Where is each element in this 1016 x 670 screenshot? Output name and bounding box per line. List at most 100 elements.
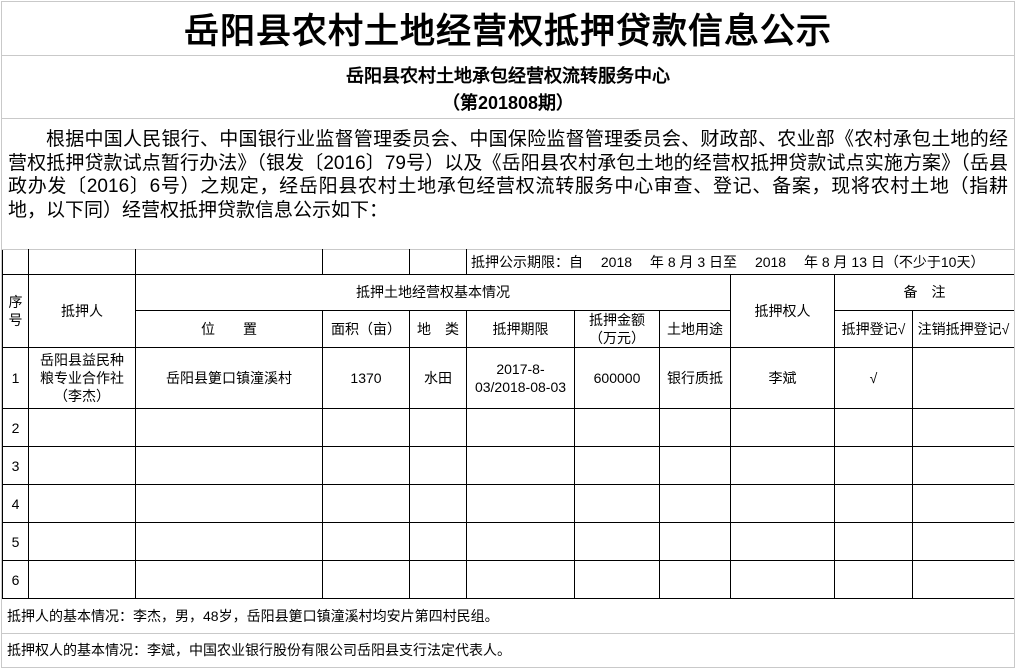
header-seq: 序号: [2, 273, 29, 349]
cell-cancelled: [912, 484, 1014, 524]
cell-term: 2017-8- 03/2018-08-03: [466, 347, 575, 410]
subtitle-block: 岳阳县农村土地承包经营权流转服务中心 （第201808期）: [2, 56, 1014, 119]
cell-location: [135, 560, 323, 600]
cell-seq: 1: [2, 347, 29, 410]
cell-amount: [574, 522, 660, 562]
header-row-1: 序号 抵押人 抵押土地经营权基本情况 抵押权人 备 注: [2, 273, 1014, 349]
strip-empty-cell: [409, 249, 467, 275]
header-cancelled: 注销抵押登记√: [912, 309, 1014, 349]
cell-registered-checkmark: [834, 560, 913, 600]
cell-area: 1370: [322, 347, 410, 410]
cell-seq: 5: [2, 522, 29, 562]
header-area: 面积（亩）: [322, 309, 410, 349]
table-row: 3: [2, 446, 1014, 486]
mortgage-table: 序号 抵押人 抵押土地经营权基本情况 抵押权人 备 注 位 置 面积（亩） 地 …: [2, 273, 1014, 600]
strip-empty-cell: [2, 249, 29, 275]
table-row: 6: [2, 560, 1014, 600]
header-location: 位 置: [135, 309, 323, 349]
table-row: 4: [2, 484, 1014, 524]
cell-land-type: [409, 408, 467, 448]
cell-seq: 3: [2, 446, 29, 486]
header-basic-info-group: 抵押土地经营权基本情况: [135, 274, 731, 311]
cell-mortgagor: [28, 408, 136, 448]
cell-area: [322, 484, 410, 524]
cell-location: 岳阳县筻口镇潼溪村: [135, 347, 323, 410]
cell-seq: 2: [2, 408, 29, 448]
intro-paragraph: 根据中国人民银行、中国银行业监督管理委员会、中国保险监督管理委员会、财政部、农业…: [8, 129, 1008, 221]
cell-cancelled: [912, 522, 1014, 562]
cell-location: [135, 446, 323, 486]
page-title-text: 岳阳县农村土地经营权抵押贷款信息公示: [183, 12, 832, 51]
cell-land-type: [409, 484, 467, 524]
header-remark-group: 备 注: [834, 274, 1014, 311]
cell-land-use: [659, 522, 731, 562]
cell-land-use: [659, 560, 731, 600]
footnote-mortgagor-info: 抵押人的基本情况：李杰，男，48岁，岳阳县筻口镇潼溪村均安片第四村民组。: [2, 599, 1014, 635]
cell-mortgagee: [730, 522, 835, 562]
cell-land-use: [659, 408, 731, 448]
cell-term: [466, 560, 575, 600]
cell-mortgagee: [730, 484, 835, 524]
cell-mortgagor: [28, 484, 136, 524]
cell-location: [135, 408, 323, 448]
cell-area: [322, 446, 410, 486]
cell-land-type: [409, 560, 467, 600]
page-title: 岳阳县农村土地经营权抵押贷款信息公示: [2, 2, 1014, 56]
strip-empty-cell: [28, 249, 136, 275]
cell-cancelled: [912, 446, 1014, 486]
cell-area: [322, 522, 410, 562]
cell-cancelled: [912, 408, 1014, 448]
cell-term: [466, 484, 575, 524]
header-term: 抵押期限: [466, 309, 575, 349]
strip-empty-cell: [322, 249, 410, 275]
cell-term: [466, 446, 575, 486]
table-row: 2: [2, 408, 1014, 448]
cell-mortgagor: [28, 522, 136, 562]
cell-land-type: 水田: [409, 347, 467, 410]
header-land-type: 地 类: [409, 309, 467, 349]
cell-amount: [574, 560, 660, 600]
strip-empty-cell: [135, 249, 323, 275]
cell-amount: [574, 446, 660, 486]
header-row-2: 位 置 面积（亩） 地 类 抵押期限 抵押金额 （万元） 土地用途 抵押登记√ …: [3, 309, 1014, 349]
cell-mortgagee: [730, 560, 835, 600]
cell-amount: 600000: [574, 347, 660, 410]
cell-area: [322, 408, 410, 448]
cell-registered-checkmark: [834, 408, 913, 448]
subtitle-org: 岳阳县农村土地承包经营权流转服务中心: [346, 66, 670, 86]
notice-period-strip: 抵押公示期限：自 2018 年 8 月 3 日至 2018 年 8 月 13 日…: [2, 249, 1014, 275]
cell-amount: [574, 408, 660, 448]
cell-area: [322, 560, 410, 600]
header-land-use: 土地用途: [659, 309, 731, 349]
cell-mortgagor: 岳阳县益民种 粮专业合作社 （李杰）: [28, 347, 136, 410]
cell-mortgagor: [28, 560, 136, 600]
cell-location: [135, 484, 323, 524]
cell-term: [466, 408, 575, 448]
cell-land-use: [659, 446, 731, 486]
cell-mortgagee: [730, 408, 835, 448]
cell-registered-checkmark: [834, 484, 913, 524]
cell-mortgagor: [28, 446, 136, 486]
cell-mortgagee: 李斌: [730, 347, 835, 410]
table-row: 5: [2, 522, 1014, 562]
footnote-mortgagee-info: 抵押权人的基本情况：李斌，中国农业银行股份有限公司岳阳县支行法定代表人。: [7, 642, 511, 659]
subtitle-issue-number: （第201808期）: [441, 93, 575, 113]
cell-mortgagee: [730, 446, 835, 486]
cell-registered-checkmark: √: [834, 347, 913, 410]
cell-registered-checkmark: [834, 522, 913, 562]
header-mortgagee: 抵押权人: [730, 273, 835, 349]
cell-term: [466, 522, 575, 562]
cell-amount: [574, 484, 660, 524]
cell-seq: 4: [2, 484, 29, 524]
cell-location: [135, 522, 323, 562]
cell-seq: 6: [2, 560, 29, 600]
cell-land-use: 银行质抵: [659, 347, 731, 410]
header-registered: 抵押登记√: [834, 309, 913, 349]
table-row: 1 岳阳县益民种 粮专业合作社 （李杰） 岳阳县筻口镇潼溪村 1370 水田 2…: [2, 347, 1014, 410]
header-amount: 抵押金额 （万元）: [574, 309, 660, 349]
cell-cancelled: [912, 560, 1014, 600]
cell-land-type: [409, 446, 467, 486]
cell-land-type: [409, 522, 467, 562]
cell-land-use: [659, 484, 731, 524]
